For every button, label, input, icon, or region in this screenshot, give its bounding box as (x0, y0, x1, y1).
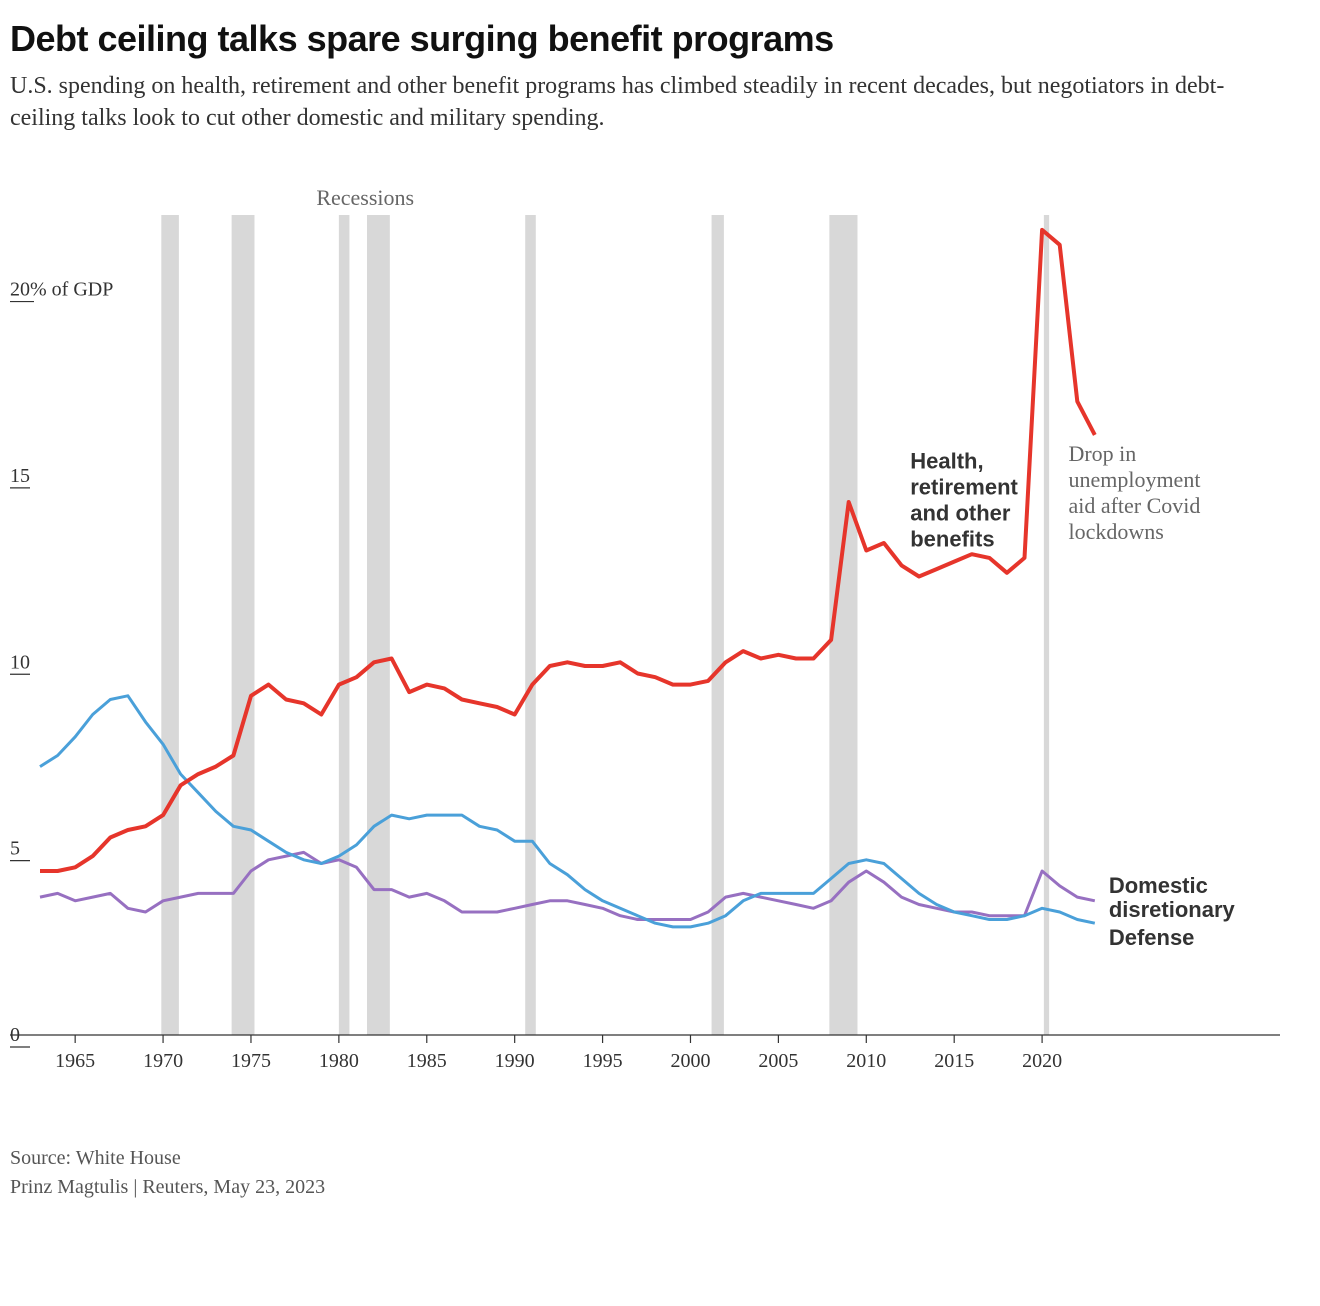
chart-title: Debt ceiling talks spare surging benefit… (10, 18, 1310, 60)
annotation-covid-drop: Drop in (1068, 441, 1136, 466)
series-domestic (40, 852, 1095, 919)
line-chart: 05101520% of GDP196519701975198019851990… (10, 175, 1310, 1115)
annotation-covid-drop: lockdowns (1068, 519, 1163, 544)
series-label-benefits: benefits (910, 526, 994, 551)
x-tick-label: 2020 (1022, 1050, 1062, 1072)
recession-band (339, 215, 350, 1035)
recession-band (1044, 215, 1049, 1035)
x-tick-label: 1980 (319, 1050, 359, 1072)
recessions-label: Recessions (316, 185, 414, 210)
chart-svg: 05101520% of GDP196519701975198019851990… (10, 175, 1310, 1115)
series-label-benefits: and other (910, 500, 1011, 525)
x-tick-label: 1995 (583, 1050, 623, 1072)
recession-band (712, 215, 724, 1035)
source-line: Source: White House (10, 1147, 1310, 1170)
y-axis-unit-label: 20% of GDP (10, 278, 113, 300)
y-tick-label: 5 (10, 837, 20, 859)
byline: Prinz Magtulis | Reuters, May 23, 2023 (10, 1176, 1310, 1199)
y-tick-label: 10 (10, 651, 30, 673)
y-tick-label: 15 (10, 465, 30, 487)
x-tick-label: 1975 (231, 1050, 271, 1072)
x-tick-label: 1970 (143, 1050, 183, 1072)
annotation-covid-drop: unemployment (1068, 467, 1200, 492)
chart-subtitle: U.S. spending on health, retirement and … (10, 70, 1270, 135)
recession-band (232, 215, 255, 1035)
chart-card: Debt ceiling talks spare surging benefit… (0, 0, 1320, 1245)
series-label-benefits: retirement (910, 474, 1018, 499)
annotation-covid-drop: aid after Covid (1068, 493, 1200, 518)
recession-band (161, 215, 179, 1035)
x-tick-label: 2010 (846, 1050, 886, 1072)
x-tick-label: 1965 (55, 1050, 95, 1072)
recession-band (367, 215, 390, 1035)
chart-footer: Source: White House Prinz Magtulis | Reu… (10, 1147, 1310, 1199)
x-tick-label: 1985 (407, 1050, 447, 1072)
series-label-domestic: Domestic (1109, 873, 1208, 898)
x-tick-label: 2005 (758, 1050, 798, 1072)
recession-band (525, 215, 536, 1035)
x-tick-label: 1990 (495, 1050, 535, 1072)
series-label-benefits: Health, (910, 448, 983, 473)
series-label-defense: Defense (1109, 925, 1195, 950)
x-tick-label: 2000 (670, 1050, 710, 1072)
x-tick-label: 2015 (934, 1050, 974, 1072)
series-label-domestic: disretionary (1109, 897, 1236, 922)
